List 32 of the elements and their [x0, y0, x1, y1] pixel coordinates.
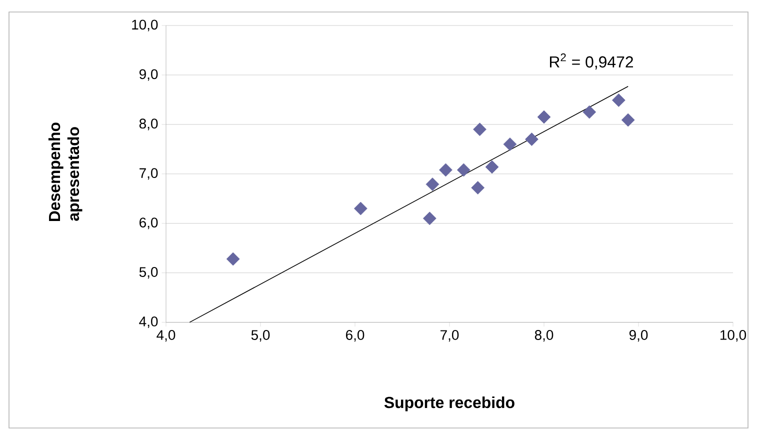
- point: [485, 160, 499, 174]
- y-tick-label: 10,0: [132, 20, 158, 32]
- point: [471, 181, 485, 194]
- y-tick-label: 5,0: [139, 267, 158, 279]
- x-tick-label: 9,0: [629, 330, 648, 342]
- y-tick-label: 7,0: [140, 168, 158, 180]
- point: [354, 202, 368, 216]
- point: [503, 138, 517, 151]
- point: [422, 212, 436, 226]
- point: [473, 122, 486, 136]
- point: [226, 252, 240, 266]
- point: [582, 105, 596, 119]
- x-tick-label: 10,0: [720, 330, 746, 342]
- point: [612, 93, 626, 107]
- x-tick-label: 4,0: [156, 330, 176, 342]
- x-tick-label: 5,0: [251, 330, 270, 342]
- x-tick-label: 7,0: [440, 330, 459, 342]
- point: [525, 132, 538, 146]
- x-tick-label: 6,0: [346, 330, 364, 342]
- x-tick-label: 8,0: [534, 330, 554, 342]
- annotation: R$^{2}$ = 0,9472: [550, 53, 633, 70]
- x-axis-title: Suporte recebido: [384, 396, 514, 412]
- y-tick-label: 4,0: [139, 316, 158, 328]
- y-tick-label: 8,0: [139, 118, 158, 130]
- point: [621, 113, 635, 127]
- point: [426, 178, 440, 191]
- y-tick-label: 6,0: [140, 218, 158, 230]
- y-axis-title: Desempenho apresentado: [48, 122, 82, 222]
- point: [439, 163, 452, 177]
- point: [537, 110, 551, 124]
- point: [456, 163, 470, 177]
- y-tick-label: 9,0: [139, 69, 158, 81]
